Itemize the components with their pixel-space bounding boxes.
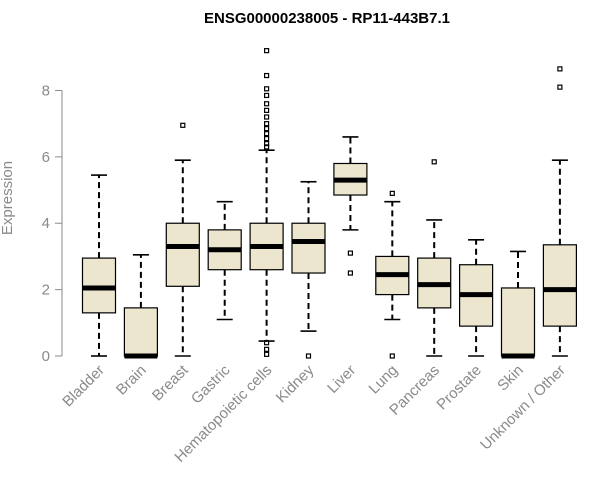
box-brain [123,253,159,359]
iqr-box [542,244,578,327]
y-tick-label: 4 [42,215,50,232]
iqr-box [500,287,536,357]
outlier-point [264,48,270,54]
x-category-label: Lung [366,362,402,398]
box-kidney [291,180,326,359]
outlier-point [305,353,312,359]
outlier-point [264,101,270,107]
outlier-point [264,72,270,79]
box-lung [375,190,410,359]
box-unknown-other [542,66,578,357]
x-category-label: Breast [149,361,192,404]
x-category-label: Prostate [433,362,485,414]
outlier-point [264,346,270,352]
box-gastric [207,200,242,321]
iqr-box [123,307,159,357]
y-axis: 0 2 4 6 8 [42,82,63,365]
chart-title: ENSG00000238005 - RP11-443B7.1 [204,10,450,27]
outlier-point [347,270,353,276]
outlier-point [264,140,270,147]
box-breast [165,122,200,357]
box-series [81,48,578,359]
outlier-point [557,84,563,90]
outlier-point [264,351,270,357]
outlier-point [431,159,437,165]
outlier-point [264,144,270,150]
box-skin [500,250,536,359]
outlier-point [389,190,395,196]
outlier-point [264,92,270,99]
box-hematopoietic-cells [249,48,284,357]
x-category-label: Bladder [59,362,108,411]
y-tick-label: 8 [42,82,50,99]
outlier-point [264,86,270,92]
outlier-point [264,121,270,127]
box-prostate [459,239,494,357]
outlier-point [264,135,270,142]
outlier-point [557,66,563,72]
box-bladder [81,174,117,357]
outlier-point [389,353,395,359]
outlier-point [264,126,270,132]
y-tick-label: 2 [42,282,50,299]
outlier-point [347,250,353,256]
box-pancreas [417,159,452,357]
y-axis-label: Expression [0,161,16,235]
x-category-label: Kidney [273,361,318,406]
outlier-point [264,107,270,113]
x-category-label: Liver [324,362,359,397]
outlier-point [180,122,186,128]
x-category-label: Skin [494,362,527,395]
outlier-point [264,340,270,346]
outlier-point [264,114,270,120]
y-tick-label: 6 [42,149,50,166]
iqr-box [291,222,326,274]
box-liver [333,136,368,276]
outlier-point [264,131,270,137]
y-tick-label: 0 [42,348,50,365]
x-category-label: Brain [113,362,150,399]
iqr-box [165,222,200,287]
